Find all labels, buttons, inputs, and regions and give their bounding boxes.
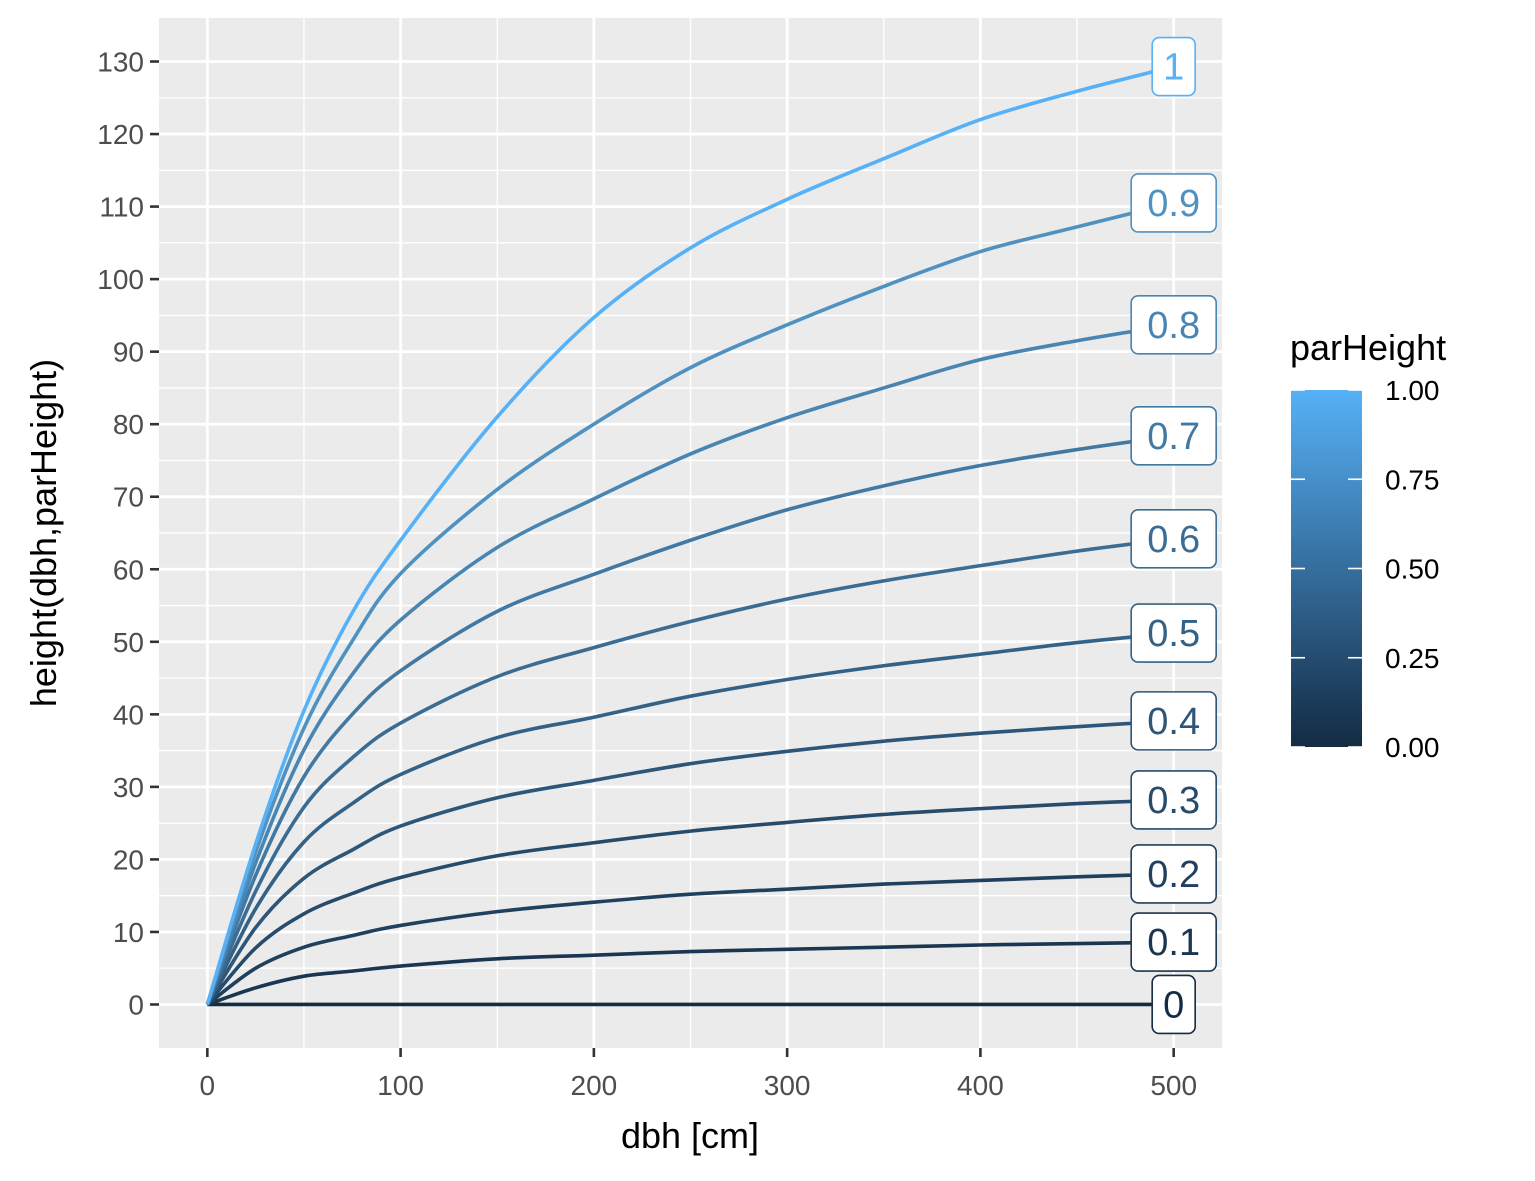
y-tick-label: 50 [113, 627, 144, 658]
x-tick-label: 0 [200, 1070, 216, 1101]
end-label-text: 0.3 [1147, 780, 1200, 822]
end-label-0.6: 0.6 [1130, 509, 1217, 569]
y-tick-label: 60 [113, 554, 144, 585]
end-label-0.2: 0.2 [1130, 844, 1217, 904]
end-label-box [1130, 509, 1217, 569]
series-line-0.9 [205, 201, 1175, 1006]
y-tick-label: 0 [128, 989, 144, 1020]
end-label-0.3: 0.3 [1130, 770, 1217, 830]
end-label-1: 1 [1151, 36, 1196, 97]
end-label-box [1151, 974, 1196, 1035]
end-label-box [1130, 406, 1217, 466]
end-label-text: 0.7 [1147, 416, 1200, 458]
end-label-0: 0 [1151, 974, 1196, 1035]
x-tick-label: 200 [571, 1070, 618, 1101]
y-tick-label: 10 [113, 917, 144, 948]
end-label-0.8: 0.8 [1130, 295, 1217, 355]
end-label-box [1130, 173, 1217, 233]
x-tick-label: 500 [1150, 1070, 1197, 1101]
x-tick-label: 100 [377, 1070, 424, 1101]
end-label-text: 0.5 [1147, 613, 1200, 655]
end-label-0.1: 0.1 [1130, 912, 1217, 972]
end-label-text: 1 [1163, 47, 1184, 89]
end-label-0.4: 0.4 [1130, 691, 1217, 751]
end-label-box [1151, 36, 1196, 97]
legend-title: parHeight [1290, 327, 1446, 368]
end-label-box [1130, 691, 1217, 751]
series-line-0.4 [205, 719, 1174, 1006]
legend-label: 0.75 [1385, 464, 1440, 495]
end-label-text: 0.8 [1147, 305, 1200, 347]
end-label-text: 0.9 [1147, 183, 1200, 225]
series-lines [205, 64, 1175, 1007]
x-axis-title: dbh [cm] [621, 1115, 759, 1156]
end-label-text: 0.6 [1147, 519, 1200, 561]
y-tick-label: 20 [113, 844, 144, 875]
y-tick-label: 130 [97, 47, 144, 78]
y-tick-label: 40 [113, 699, 144, 730]
series-line-0.3 [205, 798, 1174, 1006]
series-line-0.2 [206, 872, 1174, 1006]
legend-ticks: 0.00 0.25 0.50 0.75 1.00 [1291, 375, 1440, 763]
legend: parHeight 0.00 0.25 0.50 0.75 1.00 [1290, 327, 1446, 763]
end-label-text: 0.4 [1147, 701, 1200, 743]
legend-label: 0.00 [1385, 732, 1440, 763]
y-tick-label: 90 [113, 337, 144, 368]
y-axis: 0 10 20 30 40 50 60 70 80 90 100 110 120 130 [97, 47, 159, 1020]
series-line-0.5 [205, 631, 1174, 1006]
legend-label: 1.00 [1385, 375, 1440, 406]
end-label-box [1130, 603, 1217, 663]
x-axis: 0 100 200 300 400 500 [200, 1048, 1197, 1101]
series-line-0.1 [206, 940, 1174, 1007]
end-label-box [1130, 912, 1217, 972]
end-label-box [1130, 844, 1217, 904]
end-label-0.9: 0.9 [1130, 173, 1217, 233]
series-line-1 [205, 64, 1175, 1005]
series-line-0.8 [205, 323, 1174, 1006]
legend-label: 0.50 [1385, 554, 1440, 585]
y-axis-title: height(dbh,parHeight) [23, 359, 64, 707]
end-label-text: 0 [1163, 984, 1184, 1026]
end-label-text: 0.1 [1147, 922, 1200, 964]
end-labels: 0 0.1 0.2 0.3 0.4 0.5 0.6 0.7 0.8 0.9 1 [1130, 36, 1217, 1035]
end-label-0.7: 0.7 [1130, 406, 1217, 466]
y-tick-label: 110 [99, 192, 144, 223]
y-tick-label: 70 [113, 482, 144, 513]
legend-label: 0.25 [1385, 643, 1440, 674]
series-line-0.6 [205, 537, 1174, 1006]
end-label-text: 0.2 [1147, 854, 1200, 896]
end-label-box [1130, 295, 1217, 355]
x-tick-label: 400 [957, 1070, 1004, 1101]
y-tick-label: 30 [113, 772, 144, 803]
end-label-box [1130, 770, 1217, 830]
series-line-0.7 [205, 434, 1174, 1006]
y-tick-label: 120 [97, 119, 144, 150]
end-label-0.5: 0.5 [1130, 603, 1217, 663]
grid-minor [159, 18, 1222, 1048]
x-tick-label: 300 [764, 1070, 811, 1101]
y-tick-label: 100 [97, 264, 144, 295]
y-tick-label: 80 [113, 409, 144, 440]
